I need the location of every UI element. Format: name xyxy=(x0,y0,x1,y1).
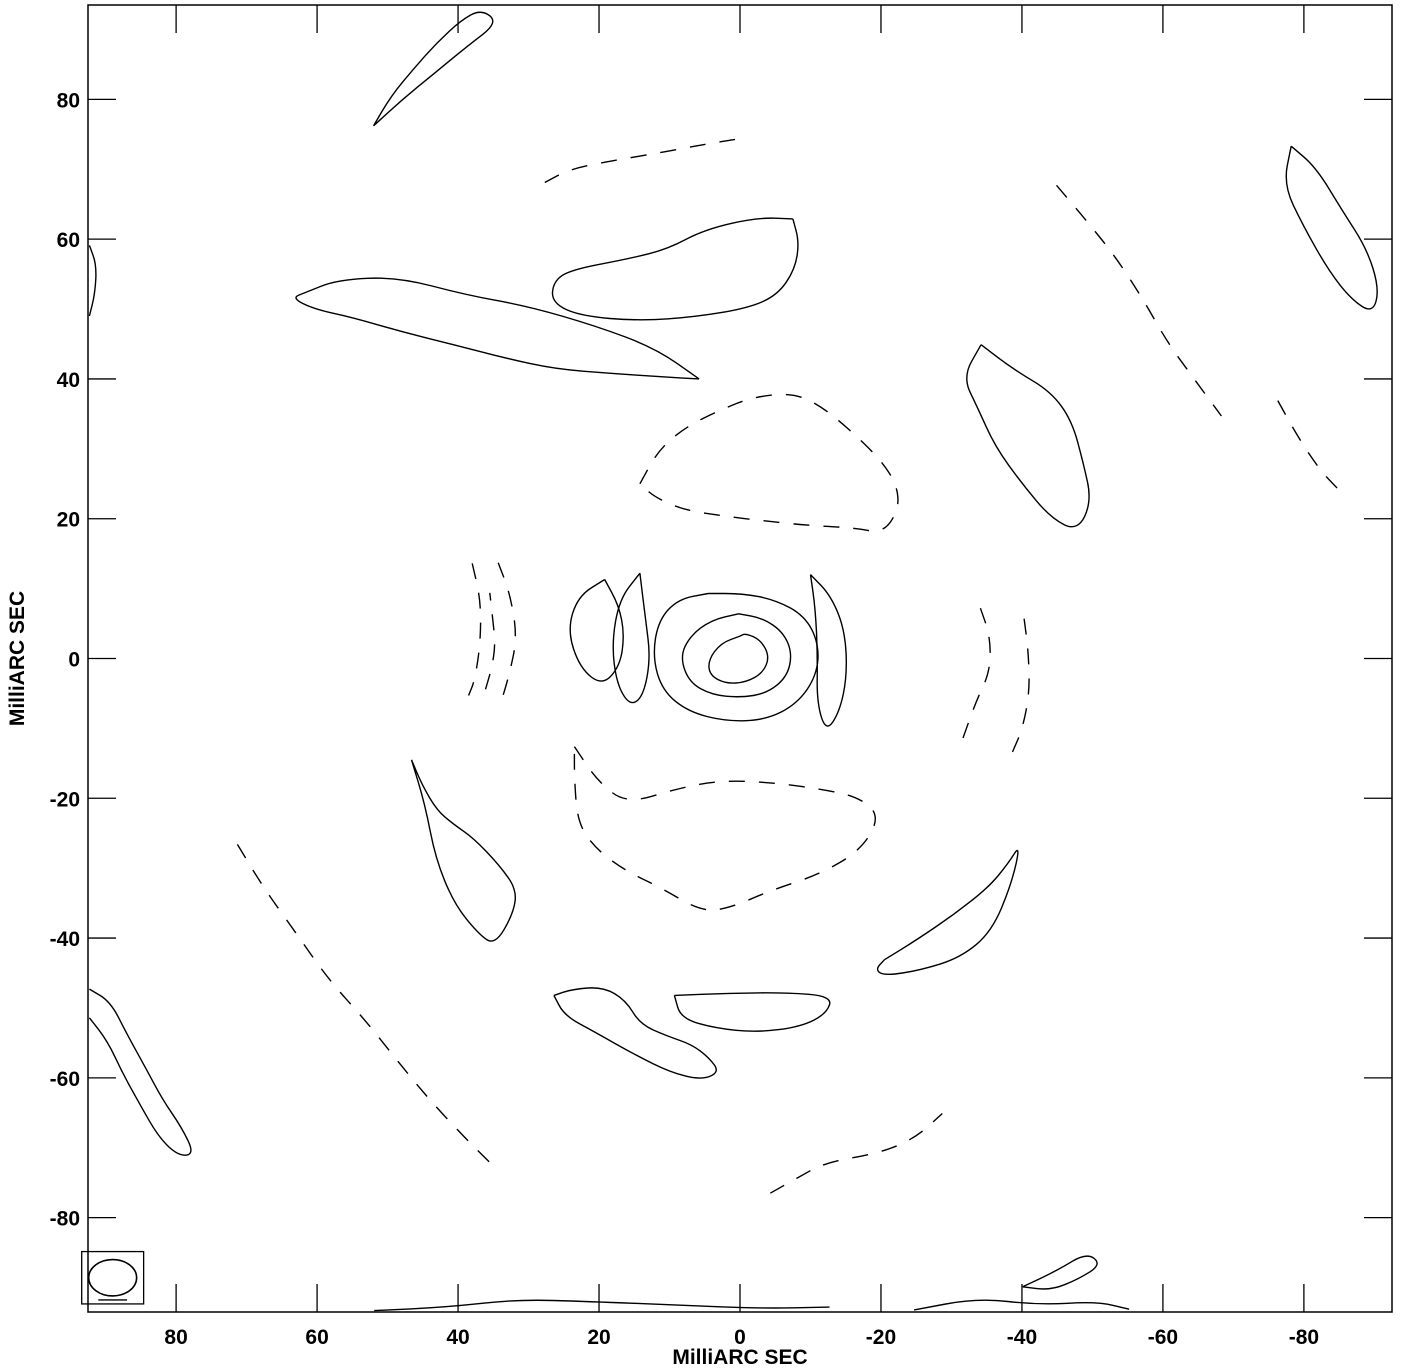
y-tick-label: 80 xyxy=(57,89,80,112)
contour-solid-1 xyxy=(681,613,792,698)
x-tick-label: 0 xyxy=(734,1326,746,1349)
contour-dashed-25 xyxy=(1011,618,1030,754)
x-tick-label: 20 xyxy=(587,1326,610,1349)
y-tick-label: 60 xyxy=(57,229,80,252)
contour-dashed-26 xyxy=(1055,184,1222,417)
contour-solid-12 xyxy=(673,992,831,1032)
x-tick-label: -80 xyxy=(1289,1326,1319,1349)
contour-dashed-29 xyxy=(544,137,742,184)
contour-solid-14 xyxy=(1022,1255,1098,1290)
contour-dashed-31 xyxy=(484,592,496,690)
contour-solid-8 xyxy=(966,344,1090,528)
tick-labels: 80 60 40 20 0 -20 -40 -60 -80 80 60 40 20 0 -20 -40 -60 -… xyxy=(50,89,1319,1349)
contour-solid-18 xyxy=(372,11,494,127)
contour-dashed-28 xyxy=(236,844,493,1165)
x-tick-label: 40 xyxy=(446,1326,469,1349)
contour-solid-0 xyxy=(708,633,769,684)
y-tick-label: 40 xyxy=(57,369,80,392)
contour-dashed-20 xyxy=(639,393,899,532)
contour-solid-11 xyxy=(553,987,717,1079)
contour-solid-6 xyxy=(295,277,700,380)
contour-dashed-30 xyxy=(769,1112,943,1194)
contour-solid-2 xyxy=(653,592,819,722)
beam-box xyxy=(81,1250,145,1305)
axis-ticks xyxy=(88,5,1392,1312)
x-axis-title: MilliARC SEC xyxy=(672,1346,807,1368)
contour-solid-19 xyxy=(88,245,97,317)
contour-solid-5 xyxy=(569,578,624,682)
x-tick-label: 60 xyxy=(305,1326,328,1349)
contour-dashed-23 xyxy=(467,563,482,696)
y-tick-label: -20 xyxy=(50,788,80,811)
y-tick-label: 20 xyxy=(57,509,80,532)
y-tick-label: -60 xyxy=(50,1068,80,1091)
beam-marker xyxy=(81,1250,145,1305)
contour-solid-17 xyxy=(88,988,192,1156)
contour-solid-16 xyxy=(1285,145,1378,310)
y-tick-label: -80 xyxy=(50,1208,80,1231)
contour-dashed-24 xyxy=(962,607,991,740)
x-tick-label: -40 xyxy=(1007,1326,1037,1349)
contour-solid-9 xyxy=(410,759,517,942)
contour-solid-7 xyxy=(551,217,799,321)
contour-dashed-27 xyxy=(1277,400,1340,491)
contour-dashed-21 xyxy=(573,746,876,911)
beam-ellipse xyxy=(87,1258,138,1297)
y-tick-label: 0 xyxy=(68,649,80,672)
y-axis-title: MilliARC SEC xyxy=(6,591,29,726)
contour-solid-3 xyxy=(612,572,650,704)
contour-solid-13 xyxy=(374,1299,830,1312)
x-tick-label: 80 xyxy=(164,1326,187,1349)
plot-frame xyxy=(87,4,1393,1313)
contour-solid-4 xyxy=(809,574,847,727)
contour-solid-10 xyxy=(876,849,1019,976)
contour-solid-15 xyxy=(913,1299,1130,1311)
y-tick-label: -40 xyxy=(50,928,80,951)
x-tick-label: -20 xyxy=(866,1326,896,1349)
x-tick-label: -60 xyxy=(1148,1326,1178,1349)
contour-lines xyxy=(88,11,1378,1312)
contour-dashed-22 xyxy=(497,562,517,707)
